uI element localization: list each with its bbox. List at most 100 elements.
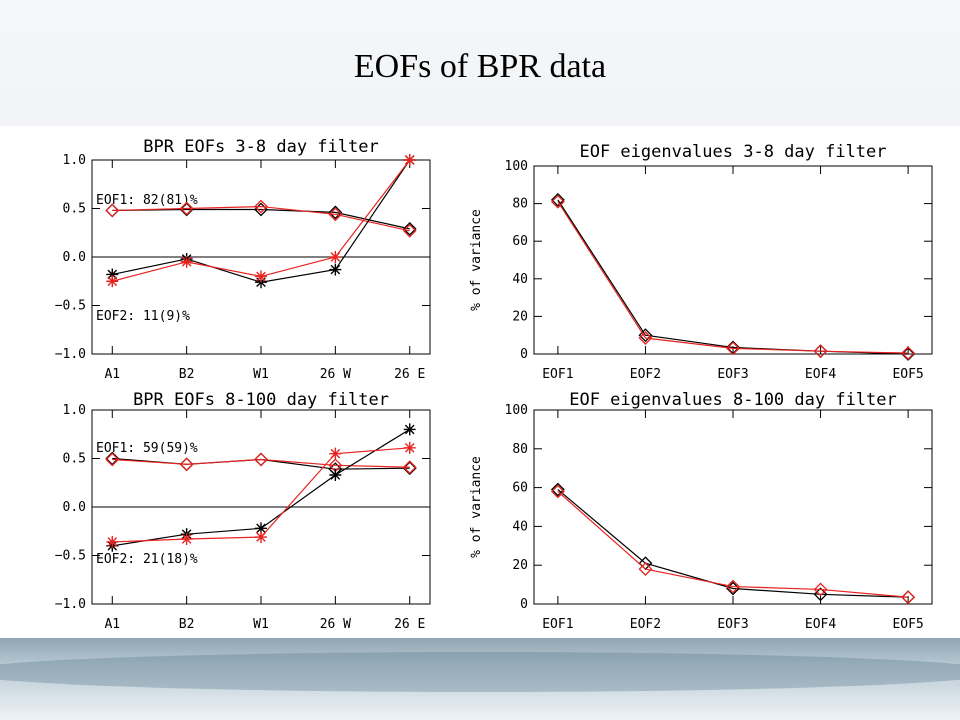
data-point — [403, 441, 416, 454]
data-point — [329, 251, 342, 263]
data-point — [550, 194, 565, 209]
data-point — [550, 484, 565, 499]
series — [105, 452, 417, 475]
x-tick-label: EOF1 — [542, 617, 573, 632]
data-point — [328, 207, 343, 222]
y-tick-label: 60 — [512, 481, 528, 496]
data-point — [403, 154, 416, 166]
data-point — [255, 270, 267, 283]
data-point — [550, 192, 565, 207]
data-point — [813, 344, 828, 359]
data-point — [901, 346, 916, 360]
slide-title: EOFs of BPR data — [353, 48, 607, 85]
series-line — [112, 458, 410, 468]
data-point — [403, 423, 416, 436]
x-tick-label: EOF5 — [892, 617, 923, 632]
eof-annotation: EOF2: 11(9)% — [96, 309, 190, 324]
x-tick-label: 26 W — [320, 367, 351, 382]
x-tick-label: EOF3 — [717, 617, 748, 632]
data-point — [105, 203, 120, 218]
data-point — [726, 341, 740, 356]
y-tick-label: 80 — [512, 197, 528, 212]
y-tick-label: 20 — [512, 309, 528, 324]
data-point — [328, 205, 343, 220]
y-tick-label: 100 — [505, 403, 528, 418]
y-tick-label: −0.5 — [55, 299, 86, 314]
plot-frame — [533, 165, 933, 355]
data-point — [329, 468, 342, 481]
y-tick-label: −0.5 — [55, 549, 86, 564]
y-axis-label: % of variance — [469, 209, 484, 311]
data-point — [329, 263, 342, 276]
x-tick-label: A1 — [104, 367, 120, 382]
y-tick-label: 0.5 — [63, 452, 86, 467]
data-point — [180, 533, 193, 546]
data-point — [106, 535, 119, 548]
figure-panel: BPR EOFs 3-8 day filter 1.0 0.5 0.0 −0.5 −1.0… — [0, 126, 960, 638]
data-point — [179, 201, 194, 216]
data-point — [329, 447, 342, 460]
data-point — [179, 457, 194, 472]
data-point — [402, 460, 417, 475]
x-tick-label: B2 — [179, 617, 195, 632]
background-wave-image — [0, 638, 960, 720]
series — [106, 441, 416, 548]
chart-title: EOF eigenvalues 3-8 day filter — [579, 142, 886, 162]
y-tick-label: 0 — [520, 347, 528, 362]
eof-annotation: EOF2: 21(18)% — [96, 552, 198, 567]
chart-figure: BPR EOFs 3-8 day filter 1.0 0.5 0.0 −0.5 −1.0… — [55, 137, 933, 632]
series-line — [557, 489, 909, 598]
y-axis-label: % of variance — [469, 456, 484, 558]
chart-tr: EOF eigenvalues 3-8 day filter 100 80 60 40 2… — [469, 142, 933, 382]
x-tick-label: B2 — [179, 367, 195, 382]
y-tick-label: 60 — [512, 234, 528, 249]
data-point — [901, 347, 916, 361]
chart-title: EOF eigenvalues 8-100 day filter — [569, 390, 897, 410]
data-point — [255, 522, 267, 535]
data-point — [255, 531, 267, 544]
data-point — [402, 461, 417, 476]
y-tick-label: 0.0 — [63, 250, 86, 265]
y-tick-label: 20 — [512, 558, 528, 573]
chart-br: EOF eigenvalues 8-100 day filter 100 80 60 4… — [469, 390, 933, 632]
series — [106, 154, 416, 288]
data-point — [638, 331, 653, 345]
plot-frame — [533, 409, 933, 605]
series-line — [557, 201, 909, 354]
data-point — [106, 275, 119, 288]
data-point — [254, 452, 268, 467]
x-tick-label: W1 — [253, 617, 269, 632]
y-tick-label: 0.5 — [63, 202, 86, 217]
series — [106, 154, 416, 289]
chart-bl: BPR EOFs 8-100 day filter 1.0 0.5 0.0 −0.5 −1… — [55, 390, 431, 632]
x-tick-label: W1 — [253, 367, 269, 382]
data-point — [726, 579, 740, 594]
x-tick-label: A1 — [104, 617, 120, 632]
y-tick-label: 100 — [505, 159, 528, 174]
chart-title: BPR EOFs 3-8 day filter — [143, 137, 378, 157]
y-tick-label: 1.0 — [63, 403, 86, 418]
data-point — [726, 340, 740, 355]
series — [550, 482, 916, 605]
y-tick-label: 40 — [512, 272, 528, 287]
data-point — [638, 328, 653, 343]
y-tick-label: 40 — [512, 519, 528, 534]
data-point — [106, 268, 119, 281]
x-tick-label: 26 E — [394, 367, 425, 382]
series-line — [112, 457, 410, 470]
chart-tl: BPR EOFs 3-8 day filter 1.0 0.5 0.0 −0.5 −1.0… — [55, 137, 431, 382]
eof-annotation: EOF1: 59(59)% — [96, 441, 198, 456]
x-tick-label: EOF3 — [717, 367, 748, 382]
data-point — [254, 199, 268, 214]
series — [105, 199, 417, 238]
data-point — [901, 590, 916, 605]
data-point — [179, 202, 194, 217]
x-tick-label: EOF4 — [805, 367, 836, 382]
y-tick-label: −1.0 — [55, 347, 86, 362]
y-tick-label: −1.0 — [55, 597, 86, 612]
series-line — [557, 491, 909, 598]
x-tick-label: EOF2 — [630, 367, 661, 382]
x-tick-label: EOF1 — [542, 367, 573, 382]
x-tick-label: 26 W — [320, 617, 351, 632]
x-tick-label: 26 E — [394, 617, 425, 632]
